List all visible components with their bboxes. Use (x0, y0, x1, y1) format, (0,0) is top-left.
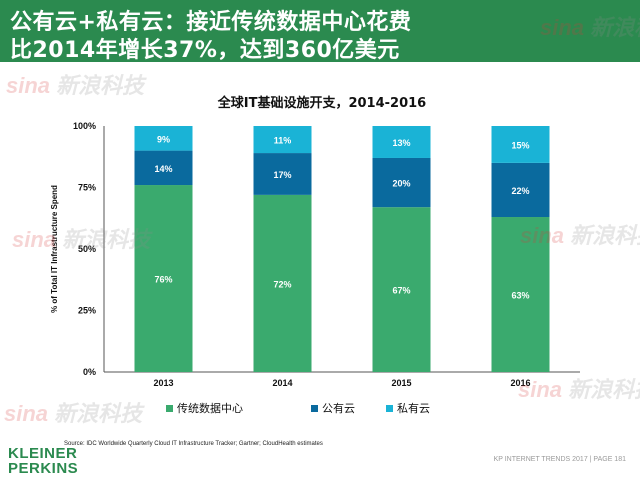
bar-2016-series-2 (491, 126, 550, 163)
y-axis-label: % of Total IT Infrastructure Spend (50, 185, 59, 313)
bar-2013-series-0 (134, 185, 193, 372)
legend-swatch (311, 405, 318, 412)
legend-entry: 公有云 (322, 401, 355, 415)
x-tick-label: 2014 (272, 378, 292, 388)
data-label: 67% (392, 286, 410, 296)
bar-2014-series-1 (253, 153, 312, 195)
data-label: 15% (511, 140, 529, 150)
slide-title-line-1: 公有云+私有云：接近传统数据中心花费 (10, 10, 412, 35)
legend-entry: 私有云 (397, 401, 430, 415)
y-tick-label: 75% (78, 183, 96, 193)
bar-2016-series-0 (491, 217, 550, 372)
x-tick-label: 2013 (153, 378, 173, 388)
data-label: 22% (511, 186, 529, 196)
bar-2014-series-0 (253, 194, 312, 372)
bar-2016-series-1 (491, 162, 550, 218)
data-label: 14% (154, 164, 172, 174)
data-label: 63% (511, 291, 529, 301)
y-tick-label: 0% (83, 367, 96, 377)
bar-2013-series-1 (134, 150, 193, 186)
bar-2013-series-2 (134, 126, 193, 151)
kleiner-perkins-logo: KLEINER PERKINS (8, 445, 79, 477)
x-tick-label: 2016 (510, 378, 530, 388)
data-label: 72% (273, 279, 291, 289)
data-label: 13% (392, 138, 410, 148)
y-tick-label: 100% (73, 121, 96, 131)
bar-2015-series-2 (372, 126, 431, 158)
source-note: Source: IDC Worldwide Quarterly Cloud IT… (64, 441, 323, 447)
page-footer: KP INTERNET TRENDS 2017 | PAGE 181 (493, 456, 626, 463)
stacked-bar-chart: 全球IT基础设施开支，2014-2016 % of Total IT Infras… (50, 95, 580, 415)
data-label: 76% (154, 275, 172, 285)
chart-title: 全球IT基础设施开支，2014-2016 (217, 95, 426, 111)
legend-swatch (386, 405, 393, 412)
bar-2015-series-0 (372, 207, 431, 372)
data-label: 20% (392, 179, 410, 189)
bar-2014-series-2 (253, 126, 312, 154)
data-label: 9% (157, 134, 170, 144)
data-label: 11% (274, 136, 292, 146)
y-tick-label: 50% (78, 244, 96, 254)
x-tick-label: 2015 (391, 378, 411, 388)
legend-entry: 传统数据中心 (177, 401, 243, 415)
legend-swatch (166, 405, 173, 412)
slide-header: 公有云+私有云：接近传统数据中心花费 比2014年增长37%，达到360亿美元 (0, 0, 640, 63)
y-tick-label: 25% (78, 306, 96, 316)
data-label: 17% (273, 170, 291, 180)
bar-2015-series-1 (372, 157, 431, 208)
slide-title-line-2: 比2014年增长37%，达到360亿美元 (10, 38, 400, 63)
